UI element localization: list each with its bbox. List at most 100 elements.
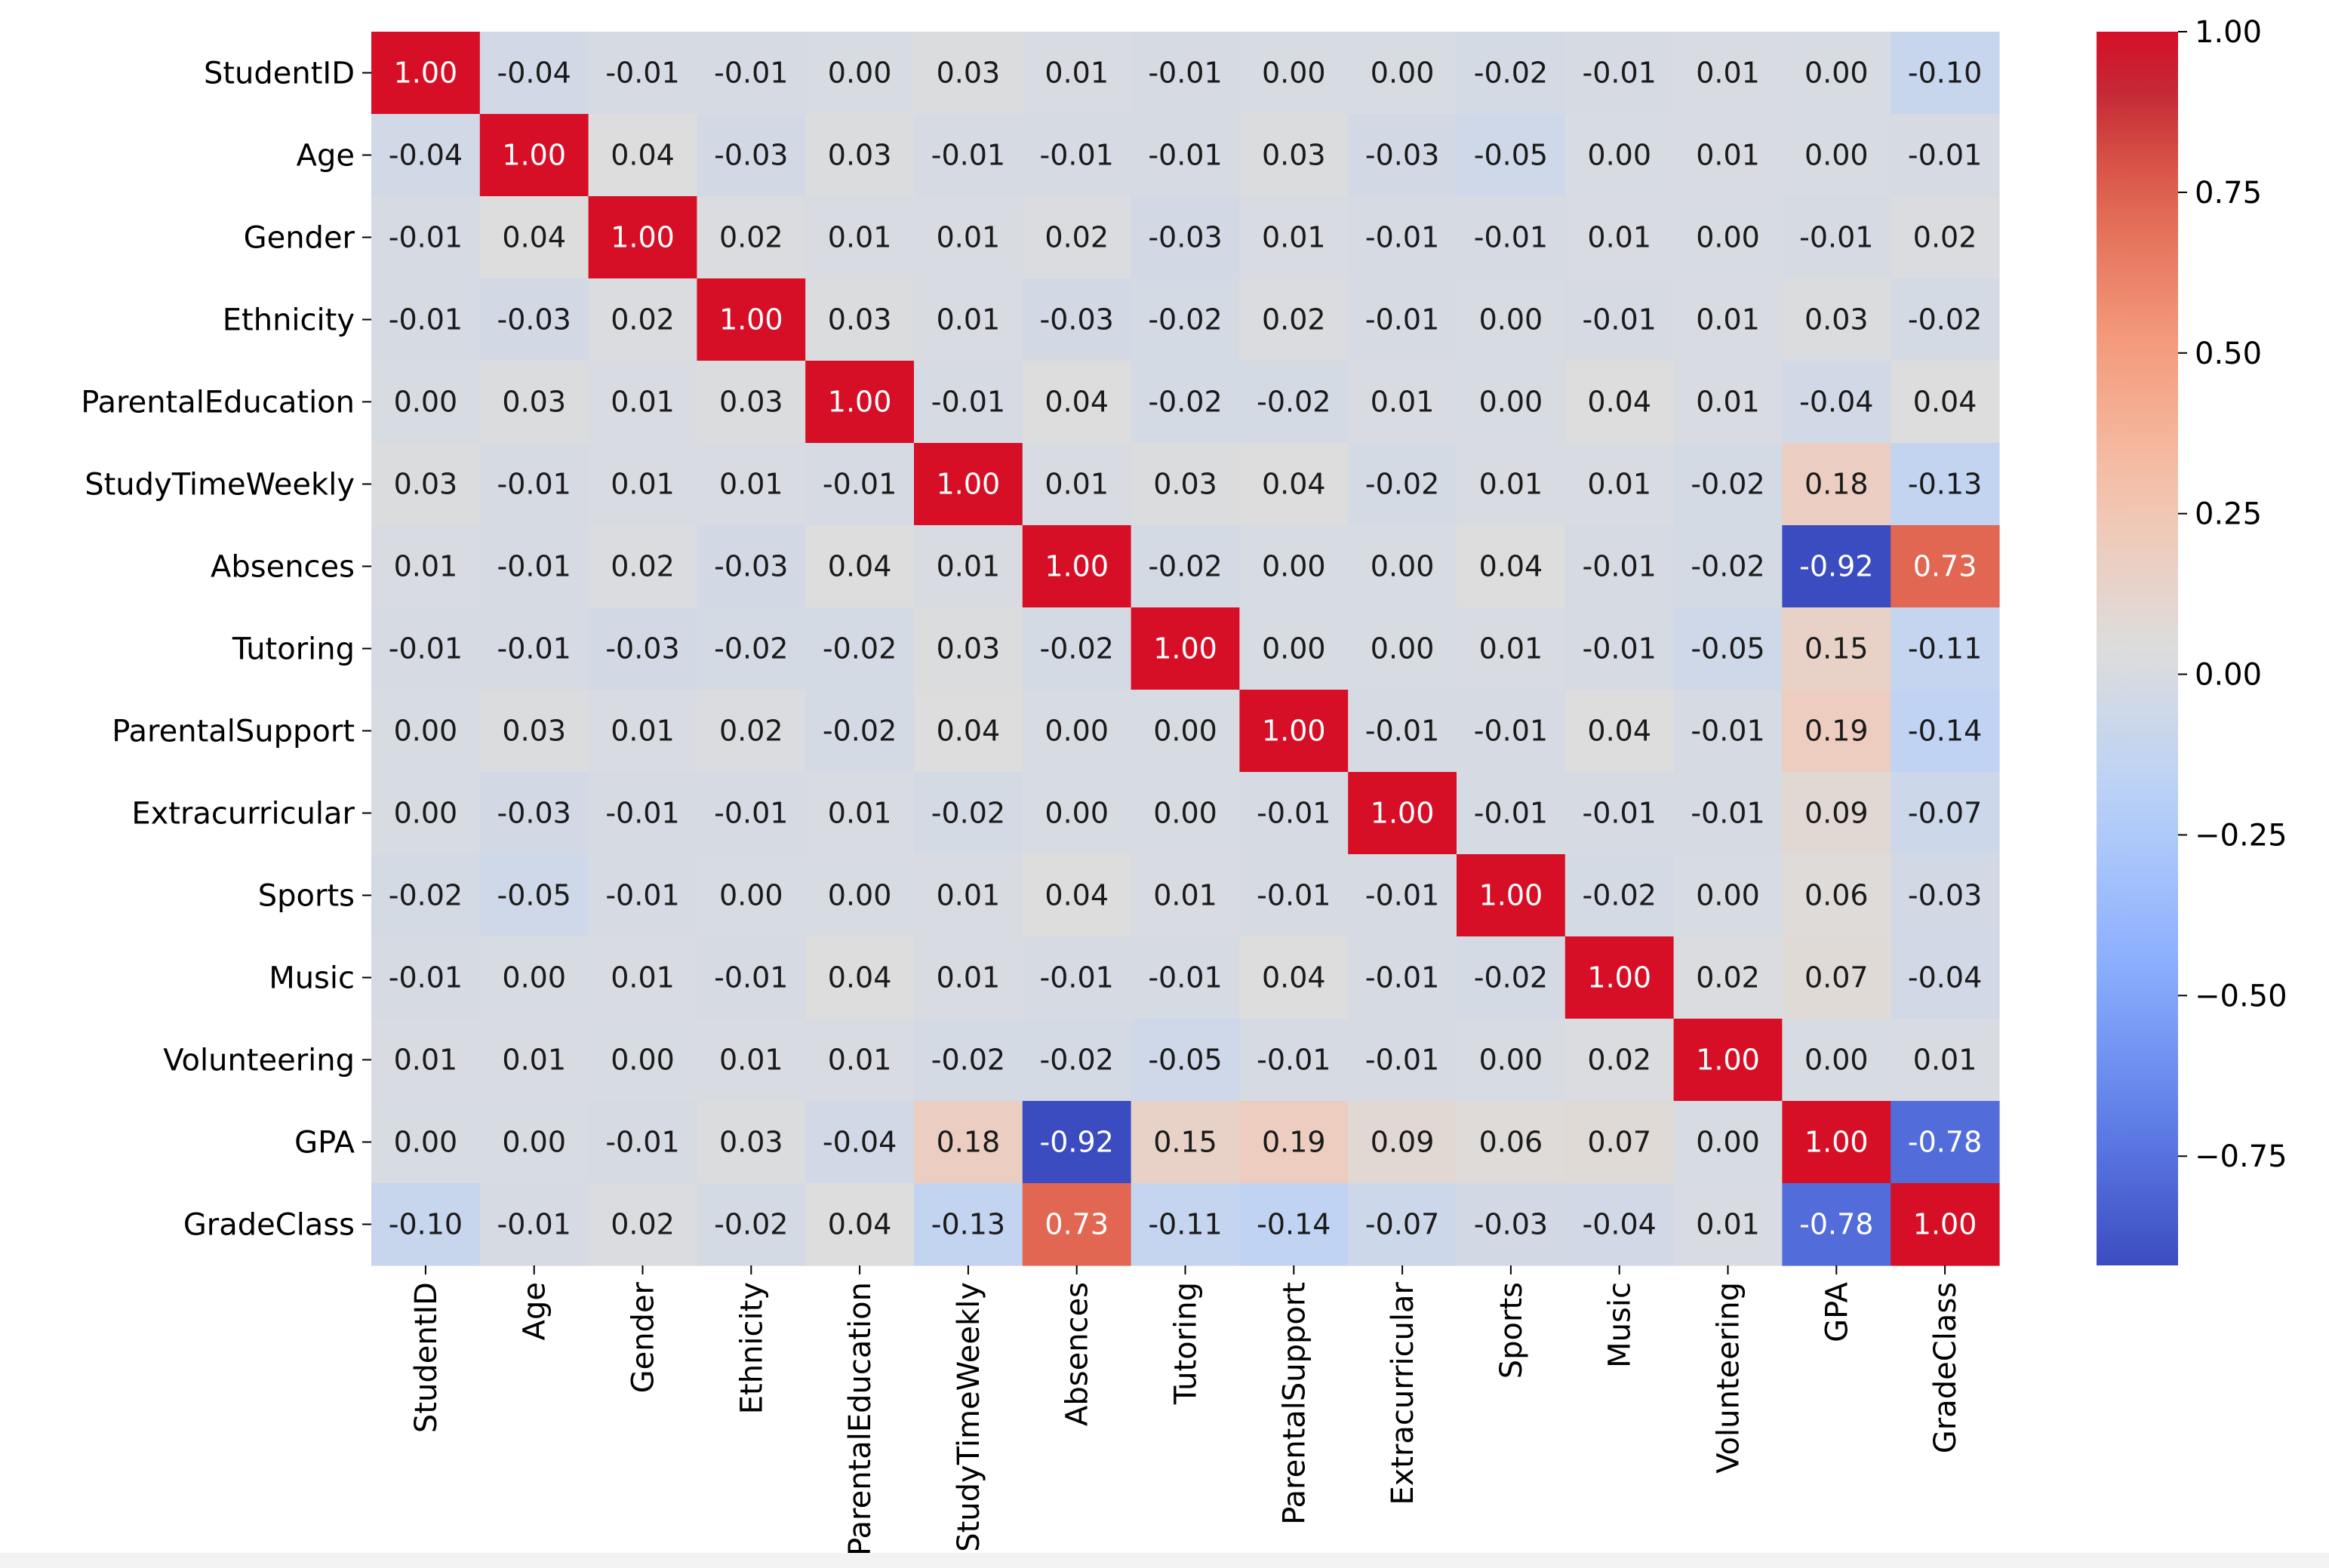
cell-value-label: 0.00 [1804, 1044, 1869, 1077]
cell-value-label: 0.03 [719, 386, 783, 419]
cell-value-label: -0.01 [1257, 797, 1331, 830]
cell-value-label: 0.01 [1696, 139, 1760, 172]
cell-value-label: 0.01 [937, 879, 1001, 912]
heatmap-cell [914, 854, 1023, 937]
heatmap-cell [1022, 278, 1132, 361]
heatmap-cell [1131, 114, 1240, 197]
heatmap-cell [1348, 196, 1457, 279]
heatmap-cell [371, 1101, 481, 1184]
cell-value-label: 0.06 [1804, 879, 1869, 912]
heatmap-cell [1131, 1101, 1240, 1184]
cell-value-label: 0.07 [1804, 961, 1869, 995]
cell-value-label: -0.01 [1691, 715, 1764, 748]
heatmap-cells [371, 32, 2000, 1266]
cell-value-label: 0.00 [1479, 1044, 1543, 1077]
cell-value-label: 0.00 [1153, 797, 1217, 830]
heatmap-cell [697, 361, 806, 444]
heatmap-cell [1673, 772, 1783, 855]
cell-value-label: 1.00 [394, 57, 458, 90]
cell-value-label: 0.04 [1045, 386, 1109, 419]
heatmap-cell [1891, 854, 2000, 937]
heatmap-cell [1022, 361, 1132, 444]
cell-value-label: -0.01 [605, 879, 679, 912]
heatmap-cell [588, 1019, 697, 1102]
cell-value-label: 0.04 [1587, 715, 1651, 748]
cell-value-label: 1.00 [937, 468, 1001, 501]
cell-value-label: 0.04 [1479, 550, 1543, 583]
cell-value-label: -0.04 [1908, 961, 1982, 995]
cell-value-label: -0.01 [389, 221, 463, 254]
cell-value-label: -0.01 [714, 57, 788, 90]
cell-value-label: 0.01 [719, 1044, 783, 1077]
cell-value-label: -0.01 [1148, 961, 1222, 995]
cell-value-label: -0.01 [1474, 797, 1548, 830]
y-tick-label: Volunteering [163, 1044, 355, 1078]
heatmap-cell [479, 1019, 589, 1102]
y-tick-label: Absences [211, 550, 355, 585]
heatmap-cell [371, 854, 481, 937]
cell-value-label: 0.04 [611, 139, 675, 172]
cell-value-label: 1.00 [502, 139, 566, 172]
cell-value-label: 0.04 [937, 715, 1001, 748]
cell-value-label: -0.01 [1365, 1044, 1439, 1077]
colorbar-tick-label: 0.75 [2195, 176, 2262, 211]
heatmap-cell [1782, 854, 1891, 937]
heatmap-cell [1239, 114, 1349, 197]
cell-value-label: -0.01 [497, 632, 571, 666]
cell-value-label: -0.01 [497, 1208, 571, 1241]
cell-value-label: 0.01 [937, 303, 1001, 337]
colorbar: 1.00 0.75 0.50 0.25 0.00 −0.25 −0.50 −0.75 [2097, 15, 2287, 1265]
heatmap-cell [914, 114, 1023, 197]
heatmap-cell [1891, 690, 2000, 773]
heatmap-cell [1239, 936, 1349, 1019]
cell-value-label: -0.01 [605, 797, 679, 830]
cell-value-label: 0.01 [1045, 468, 1109, 501]
heatmap-cell [1782, 772, 1891, 855]
colorbar-tick-label: −0.50 [2195, 979, 2287, 1013]
heatmap-cell [479, 607, 589, 690]
heatmap-cell [805, 772, 915, 855]
cell-value-label: 0.01 [1696, 303, 1760, 337]
cell-value-label: 0.00 [1045, 715, 1109, 748]
heatmap-cell [1239, 32, 1349, 115]
heatmap-cell [479, 1183, 589, 1266]
cell-value-label: 0.00 [1262, 57, 1326, 90]
heatmap-cell [1782, 1101, 1891, 1184]
heatmap-cell [588, 443, 697, 526]
heatmap-cell [1239, 772, 1349, 855]
heatmap-cell [1782, 114, 1891, 197]
cell-value-label: -0.01 [1799, 221, 1873, 254]
cell-value-label: 0.00 [1804, 139, 1869, 172]
cell-value-label: -0.07 [1365, 1208, 1439, 1241]
cell-value-label: 1.00 [1913, 1208, 1977, 1241]
heatmap-cell [371, 278, 481, 361]
heatmap-cell [479, 361, 589, 444]
cell-value-label: -0.05 [1474, 139, 1548, 172]
heatmap-cell [697, 1183, 806, 1266]
heatmap-cell [1239, 278, 1349, 361]
cell-value-label: -0.04 [389, 139, 463, 172]
heatmap-cell [1131, 854, 1240, 937]
heatmap-cell [1564, 32, 1675, 115]
x-tick-label: Music [1603, 1282, 1638, 1368]
y-tick-label: Sports [258, 879, 355, 914]
cell-value-label: 0.73 [1913, 550, 1977, 583]
heatmap-cell [805, 196, 915, 279]
heatmap-cell [1131, 32, 1240, 115]
cell-value-label: -0.02 [1908, 303, 1982, 337]
heatmap-cell [1457, 936, 1566, 1019]
heatmap-cell [1457, 1101, 1566, 1184]
heatmap-cell [479, 32, 589, 115]
cell-value-label: 0.00 [1262, 550, 1326, 583]
heatmap-cell [1131, 278, 1240, 361]
heatmap-cell [1131, 1019, 1240, 1102]
heatmap-cell [479, 443, 589, 526]
heatmap-cell [1131, 690, 1240, 773]
cell-value-label: 0.03 [937, 57, 1001, 90]
heatmap-cell [697, 690, 806, 773]
cell-value-label: 0.03 [502, 386, 566, 419]
cell-value-label: 0.01 [1479, 632, 1543, 666]
heatmap-cell [1564, 443, 1675, 526]
heatmap-cell [1564, 772, 1675, 855]
cell-value-label: -0.03 [497, 797, 571, 830]
